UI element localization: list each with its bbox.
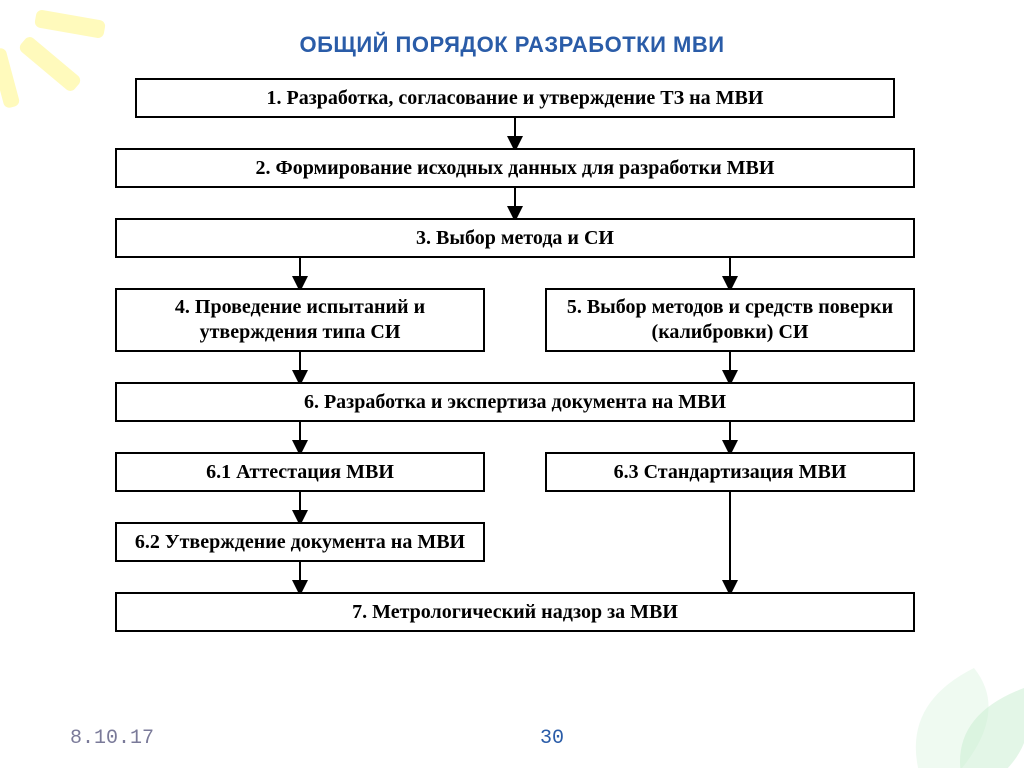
flowchart-node-n2: 2. Формирование исходных данных для разр…	[115, 148, 915, 188]
flowchart-node-n4: 4. Проведение испытаний и утверждения ти…	[115, 288, 485, 352]
flowchart-node-n3: 3. Выбор метода и СИ	[115, 218, 915, 258]
flowchart-node-n7: 7. Метрологический надзор за МВИ	[115, 592, 915, 632]
footer-page: 30	[540, 727, 564, 750]
page-title: ОБЩИЙ ПОРЯДОК РАЗРАБОТКИ МВИ	[0, 32, 1024, 58]
flowchart-node-n6: 6. Разработка и экспертиза документа на …	[115, 382, 915, 422]
flowchart-node-n5: 5. Выбор методов и средств поверки (кали…	[545, 288, 915, 352]
footer-date: 8.10.17	[70, 727, 154, 750]
flowchart-node-n62: 6.2 Утверждение документа на МВИ	[115, 522, 485, 562]
flowchart-node-n61: 6.1 Аттестация МВИ	[115, 452, 485, 492]
flowchart-node-n63: 6.3 Стандартизация МВИ	[545, 452, 915, 492]
leaf-decor	[884, 638, 1024, 768]
flowchart-node-n1: 1. Разработка, согласование и утверждени…	[135, 78, 895, 118]
